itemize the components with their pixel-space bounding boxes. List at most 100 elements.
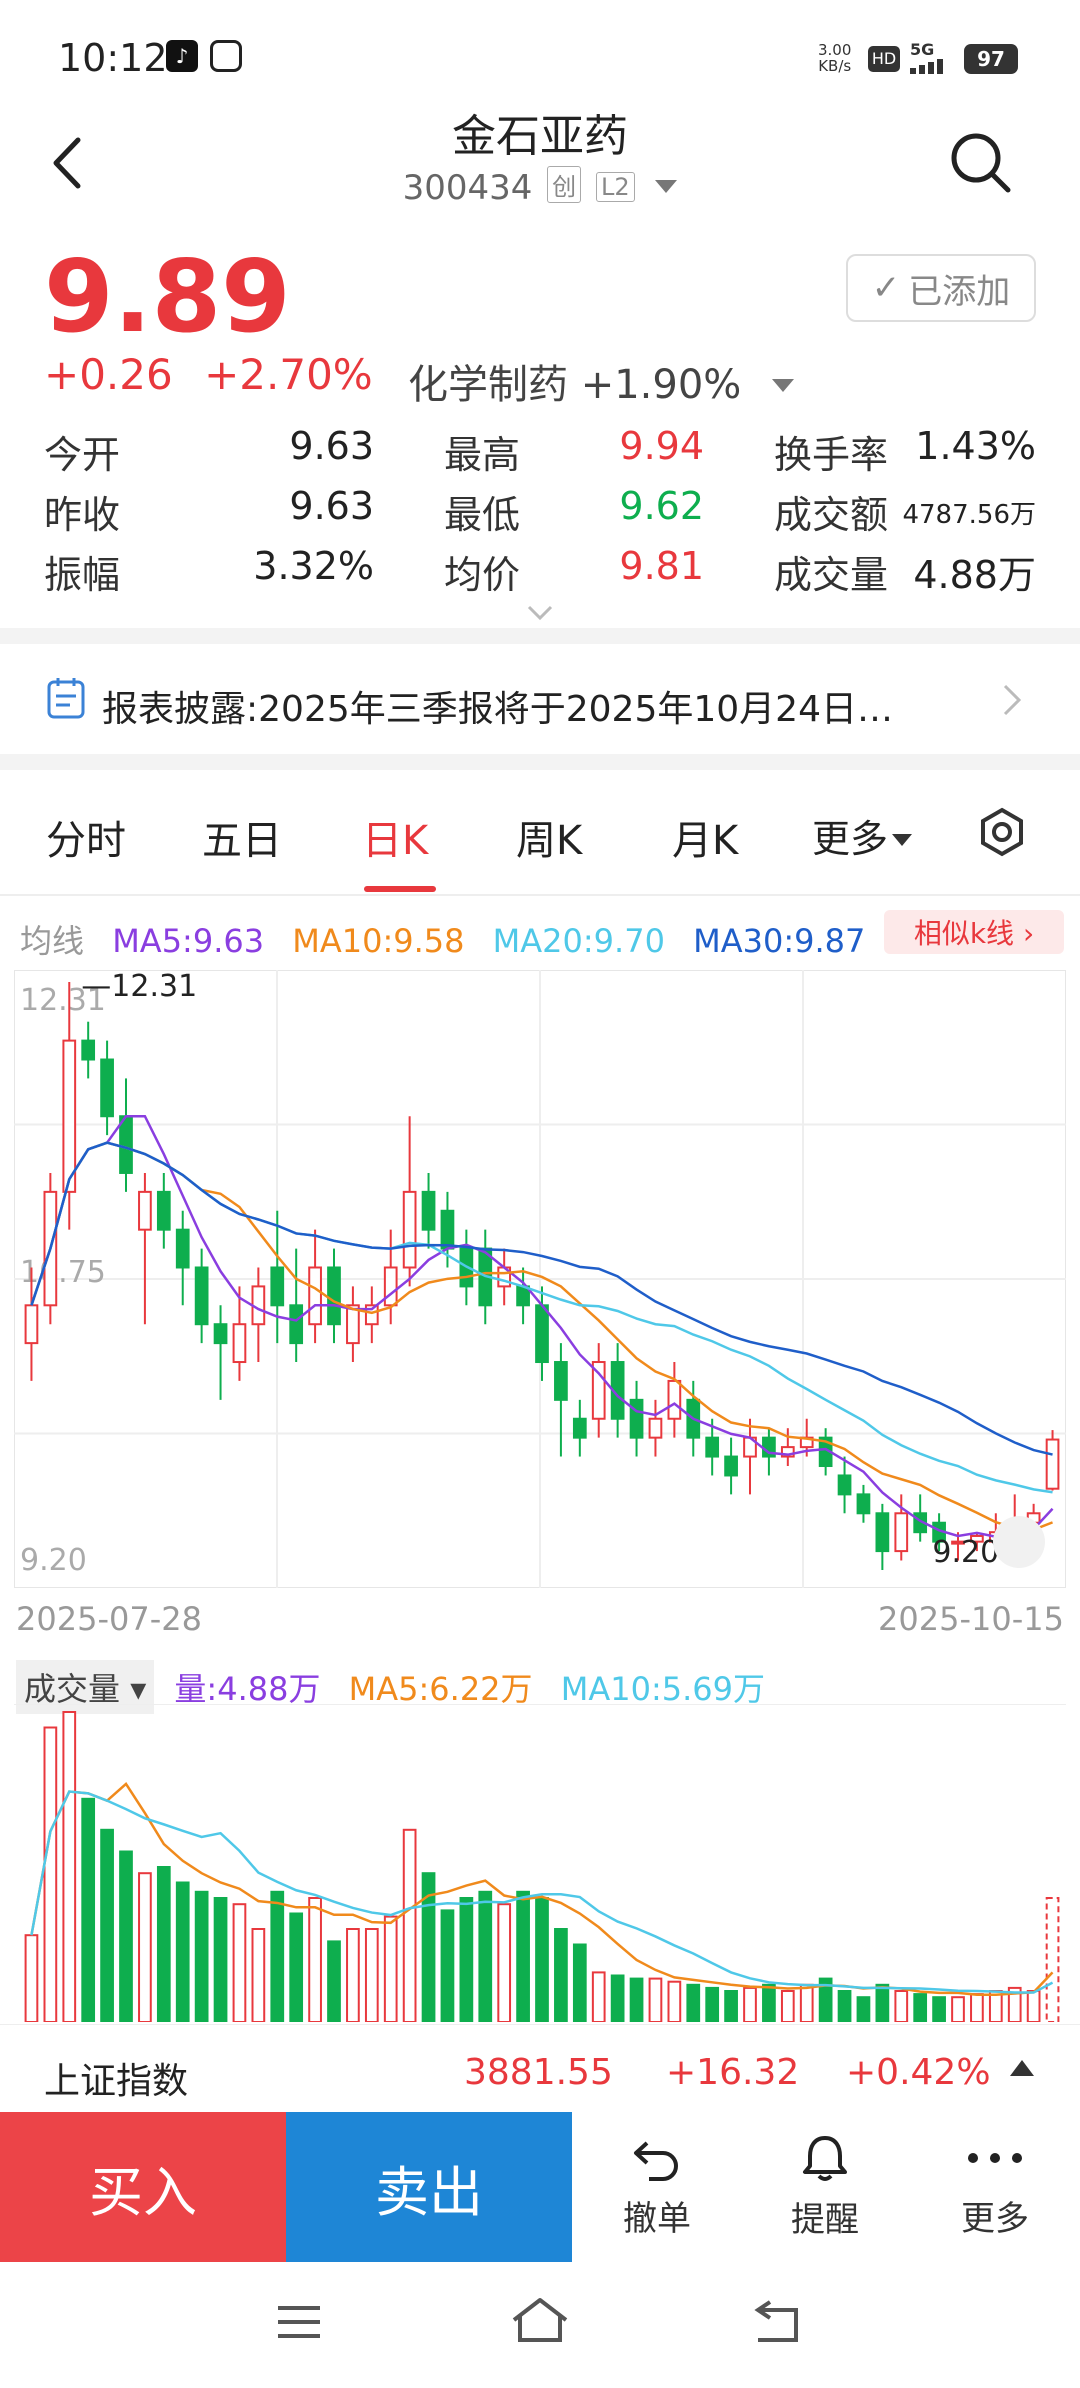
- volume-bar: [346, 1928, 360, 2022]
- candle-body: [667, 1379, 682, 1420]
- fullscreen-icon: [993, 1516, 1045, 1568]
- volume-bar: [251, 1928, 266, 2022]
- expand-up-icon[interactable]: [1010, 2060, 1034, 2076]
- volume-bar: [667, 1980, 682, 2022]
- candle-body: [894, 1512, 909, 1553]
- candle-body: [724, 1455, 738, 1477]
- sector-link[interactable]: 化学制药 +1.90%: [408, 352, 795, 410]
- high-price-marker: —12.31: [81, 970, 197, 1004]
- tab-daily-k[interactable]: 日K: [362, 818, 429, 864]
- similar-kline-button[interactable]: 相似k线 ›: [884, 910, 1064, 954]
- stat-label: 昨收: [44, 493, 121, 537]
- stat-value: 3.32%: [253, 544, 374, 588]
- menu-icon[interactable]: [274, 2302, 324, 2342]
- alert-button[interactable]: 提醒: [740, 2112, 910, 2262]
- volume-bar: [421, 1872, 436, 2022]
- candle-body: [81, 1039, 96, 1061]
- volume-bar: [743, 1986, 757, 2022]
- candle-body: [591, 1361, 606, 1420]
- chevron-right-icon: [1003, 684, 1022, 716]
- y-axis-max: 12.31: [20, 983, 106, 1018]
- volume-legend: 成交量 ▾ 量:4.88万 MA5:6.22万 MA10:5.69万: [16, 1660, 783, 1714]
- expand-icon[interactable]: [526, 604, 554, 622]
- alert-label: 提醒: [791, 2199, 859, 2240]
- candle-body: [327, 1266, 341, 1326]
- more-actions-button[interactable]: 更多: [910, 2112, 1080, 2262]
- candle-body: [24, 1304, 39, 1345]
- date-end: 2025-10-15: [878, 1600, 1064, 1638]
- candle-body: [648, 1417, 663, 1439]
- stock-code-row[interactable]: 300434 创 L2: [0, 166, 1080, 208]
- stat-label: 最低: [444, 493, 521, 537]
- index-bar[interactable]: [0, 2024, 1080, 2112]
- date-start: 2025-07-28: [16, 1600, 202, 1638]
- signal-label: 5G: [910, 40, 935, 59]
- stat-value: 9.63: [289, 484, 374, 528]
- candle-body: [289, 1304, 304, 1345]
- volume-chart[interactable]: [14, 1704, 1066, 2022]
- board-tag: 创: [547, 166, 582, 203]
- stat-value: 4787.56万: [902, 500, 1036, 530]
- search-icon: [951, 133, 1011, 193]
- volume-dropdown-label: 成交量: [24, 1670, 121, 1708]
- volume-bar: [364, 1928, 379, 2022]
- volume-bar: [705, 1986, 720, 2022]
- tab-weekly-k[interactable]: 周K: [516, 818, 583, 864]
- candle-body: [875, 1512, 890, 1553]
- tab-more[interactable]: 更多: [812, 808, 913, 863]
- stat-value: 9.81: [619, 544, 704, 588]
- candle-body: [194, 1266, 209, 1326]
- bell-icon: [803, 2135, 847, 2181]
- buy-button[interactable]: 买入: [0, 2112, 286, 2262]
- chevron-left-icon: [53, 137, 81, 189]
- cancel-order-button[interactable]: 撤单: [572, 2112, 742, 2262]
- candle-body: [535, 1304, 549, 1364]
- chart-settings-button[interactable]: [976, 806, 1028, 858]
- search-button[interactable]: [946, 128, 1016, 198]
- candle-body: [1045, 1438, 1060, 1490]
- sell-button[interactable]: 卖出: [286, 2112, 572, 2262]
- candle-body: [554, 1361, 568, 1401]
- back-button[interactable]: [44, 128, 94, 198]
- ma20-value: MA20:9.70: [492, 922, 665, 960]
- volume-bar: [818, 1977, 833, 2022]
- volume-bar: [194, 1890, 209, 2022]
- volume-bar: [875, 1983, 890, 2022]
- caret-down-icon: [892, 834, 913, 846]
- tab-five-day[interactable]: 五日: [202, 818, 282, 864]
- report-notice[interactable]: [0, 644, 1080, 754]
- notice-text: 报表披露:2025年三季报将于2025年10月24日…: [102, 689, 893, 730]
- dropdown-icon[interactable]: [655, 180, 678, 193]
- y-axis-min: 9.20: [20, 1543, 87, 1578]
- candle-body: [951, 1540, 965, 1545]
- volume-bar: [478, 1890, 493, 2022]
- volume-ma10-line: [30, 1790, 1054, 1994]
- volume-bar: [1045, 1897, 1060, 2022]
- level2-tag: L2: [595, 172, 635, 202]
- candle-body: [308, 1266, 322, 1326]
- home-icon[interactable]: [510, 2296, 570, 2346]
- sector-dropdown-icon: [772, 379, 795, 392]
- tab-intraday[interactable]: 分时: [46, 818, 126, 864]
- stat-label: 成交额: [774, 493, 889, 537]
- stat-label: 换手率: [774, 433, 889, 477]
- volume-bar: [289, 1912, 304, 2022]
- calendar-icon: [47, 678, 85, 719]
- candle-body: [383, 1266, 398, 1307]
- candle-body: [346, 1304, 360, 1345]
- tab-monthly-k[interactable]: 月K: [672, 818, 739, 864]
- volume-bar: [383, 1915, 398, 2022]
- back-nav-icon[interactable]: [752, 2298, 802, 2344]
- added-watchlist-button[interactable]: ✓ 已添加: [846, 254, 1036, 322]
- volume-bar: [440, 1909, 455, 2022]
- candle-body: [270, 1266, 285, 1307]
- signal-icon: [910, 58, 958, 74]
- active-tab-indicator: [364, 886, 436, 892]
- volume-bar: [1026, 1990, 1041, 2022]
- change-row: +0.26 +2.70%: [44, 350, 391, 399]
- candle-body: [421, 1190, 436, 1231]
- candle-body: [402, 1190, 417, 1269]
- candle-body: [213, 1323, 228, 1345]
- divider: [0, 894, 1080, 896]
